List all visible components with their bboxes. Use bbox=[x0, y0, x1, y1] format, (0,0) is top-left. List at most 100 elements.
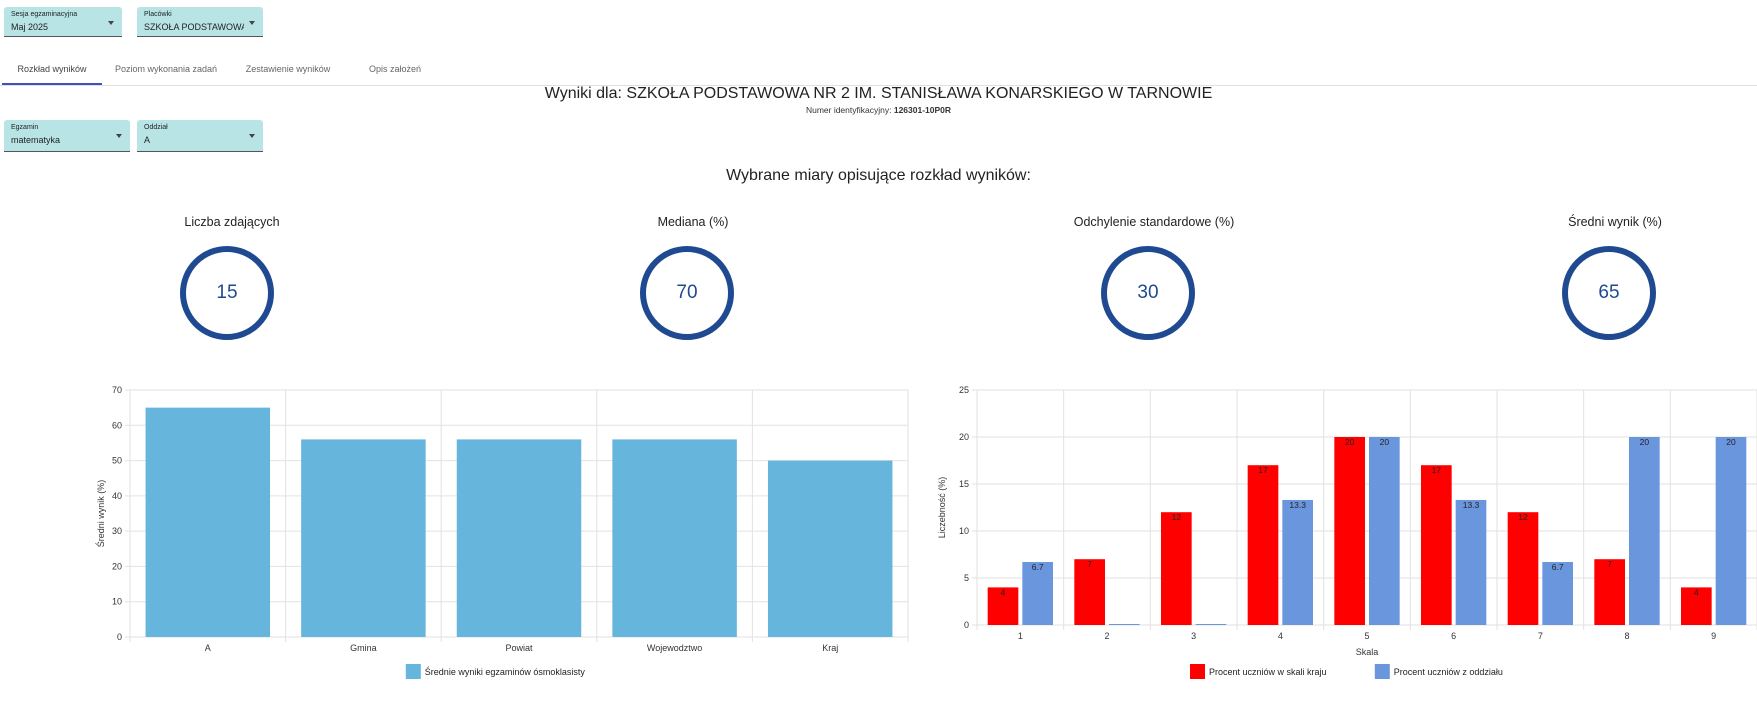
bar bbox=[1109, 624, 1140, 625]
tab-assumptions[interactable]: Opis założeń bbox=[368, 64, 422, 74]
y-tick-label: 0 bbox=[117, 632, 122, 642]
data-label: 7 bbox=[1607, 559, 1612, 569]
x-tick-label: 4 bbox=[1278, 631, 1283, 641]
class-select-label: Oddział bbox=[144, 124, 168, 131]
bar bbox=[456, 439, 582, 637]
bar bbox=[1369, 437, 1400, 625]
exam-select-value: matematyka bbox=[11, 135, 61, 145]
chevron-down-icon bbox=[249, 21, 255, 25]
y-tick-label: 15 bbox=[959, 479, 969, 489]
stat-label-mean: Średni wynik (%) bbox=[1568, 215, 1662, 229]
y-tick-label: 60 bbox=[112, 420, 122, 430]
data-label: 6.7 bbox=[1032, 562, 1044, 572]
stat-ring-count: 15 bbox=[180, 246, 274, 340]
bar bbox=[767, 460, 893, 637]
bar bbox=[1195, 624, 1227, 625]
stat-ring-median: 70 bbox=[640, 246, 734, 340]
bar bbox=[1681, 587, 1712, 625]
y-tick-label: 5 bbox=[964, 573, 969, 583]
stat-label-count: Liczba zdających bbox=[184, 215, 280, 229]
data-label: 20 bbox=[1726, 437, 1736, 447]
legend-label: Średnie wyniki egzaminów ósmoklasisty bbox=[425, 666, 586, 677]
tab-score-distribution[interactable]: Rozkład wyników bbox=[2, 55, 102, 85]
page-title: Wyniki dla: SZKOŁA PODSTAWOWA NR 2 IM. S… bbox=[544, 85, 1213, 102]
legend-swatch bbox=[405, 664, 421, 679]
x-tick-label: Gmina bbox=[350, 643, 377, 653]
y-tick-label: 10 bbox=[112, 597, 122, 607]
bar bbox=[612, 439, 737, 637]
stat-ring-mean: 65 bbox=[1562, 246, 1656, 340]
y-tick-label: 25 bbox=[959, 385, 969, 395]
bar bbox=[1022, 562, 1053, 625]
session-select[interactable]: Sesja egzaminacyjna Maj 2025 bbox=[4, 7, 122, 37]
data-label: 12 bbox=[1172, 512, 1182, 522]
stat-label-stddev: Odchylenie standardowe (%) bbox=[1073, 215, 1235, 229]
y-tick-label: 0 bbox=[964, 620, 969, 630]
exam-select[interactable]: Egzamin matematyka bbox=[4, 120, 130, 152]
school-select[interactable]: Placówki SZKOŁA PODSTAWOWA... bbox=[137, 7, 263, 37]
legend-label: Procent uczniów z oddziału bbox=[1394, 667, 1503, 677]
y-tick-label: 20 bbox=[112, 561, 122, 571]
y-tick-label: 50 bbox=[112, 456, 122, 466]
bar bbox=[1507, 512, 1539, 625]
session-select-label: Sesja egzaminacyjna bbox=[11, 11, 78, 18]
school-id: Numer identyfikacyjny: 126301-10P0R bbox=[0, 105, 1757, 115]
bar bbox=[1629, 437, 1660, 625]
school-select-value: SZKOŁA PODSTAWOWA... bbox=[144, 22, 244, 32]
school-select-label: Placówki bbox=[144, 11, 172, 18]
x-axis-label: Skala bbox=[1356, 647, 1379, 657]
chevron-down-icon bbox=[116, 134, 122, 138]
bar bbox=[1594, 559, 1625, 625]
x-tick-label: Kraj bbox=[822, 643, 838, 653]
tab-results-summary[interactable]: Zestawienie wyników bbox=[245, 64, 331, 74]
y-tick-label: 20 bbox=[959, 432, 969, 442]
tab-task-performance[interactable]: Poziom wykonania zadań bbox=[114, 64, 218, 74]
data-label: 20 bbox=[1345, 437, 1355, 447]
data-label: 20 bbox=[1640, 437, 1650, 447]
school-id-label: Numer identyfikacyjny: bbox=[805, 105, 892, 115]
x-tick-label: 6 bbox=[1451, 631, 1456, 641]
legend-label: Procent uczniów w skali kraju bbox=[1209, 667, 1327, 677]
data-label: 4 bbox=[1694, 587, 1699, 597]
bar bbox=[1247, 465, 1279, 625]
data-label: 12 bbox=[1518, 512, 1528, 522]
y-axis-label: Średni wynik (%) bbox=[95, 480, 106, 548]
bar bbox=[1421, 465, 1452, 625]
data-label: 20 bbox=[1380, 437, 1390, 447]
x-tick-label: 3 bbox=[1191, 631, 1196, 641]
school-id-value: 126301-10P0R bbox=[893, 105, 952, 115]
chevron-down-icon bbox=[249, 134, 255, 138]
data-label: 17 bbox=[1432, 465, 1442, 475]
exam-select-label: Egzamin bbox=[11, 124, 39, 131]
class-select-value: A bbox=[144, 135, 151, 145]
data-label: 6.7 bbox=[1552, 562, 1564, 572]
x-tick-label: 2 bbox=[1104, 631, 1109, 641]
x-tick-label: Powiat bbox=[505, 643, 533, 653]
x-tick-label: 5 bbox=[1364, 631, 1369, 641]
chevron-down-icon bbox=[108, 21, 114, 25]
bar bbox=[1334, 437, 1365, 625]
data-label: 17 bbox=[1258, 465, 1268, 475]
stat-ring-stddev: 30 bbox=[1101, 246, 1195, 340]
measures-heading: Wybrane miary opisujące rozkład wyników: bbox=[726, 167, 1031, 184]
x-tick-label: 9 bbox=[1711, 631, 1716, 641]
bar bbox=[1542, 562, 1573, 625]
x-tick-label: A bbox=[205, 643, 211, 653]
y-tick-label: 30 bbox=[112, 526, 122, 536]
bar bbox=[1074, 559, 1105, 625]
bar bbox=[1715, 437, 1747, 625]
bar bbox=[1282, 499, 1313, 625]
session-select-value: Maj 2025 bbox=[11, 22, 49, 32]
stat-label-median: Mediana (%) bbox=[657, 215, 729, 229]
bar bbox=[145, 407, 271, 637]
x-tick-label: 1 bbox=[1018, 631, 1023, 641]
y-axis-label: Liczebność (%) bbox=[937, 477, 947, 539]
x-tick-label: Wojewodztwo bbox=[647, 643, 702, 653]
data-label: 4 bbox=[1001, 587, 1006, 597]
bar bbox=[1455, 499, 1487, 625]
legend-swatch bbox=[1190, 664, 1205, 679]
class-select[interactable]: Oddział A bbox=[137, 120, 263, 152]
data-label: 7 bbox=[1087, 559, 1092, 569]
data-label: 13.3 bbox=[1463, 500, 1480, 510]
